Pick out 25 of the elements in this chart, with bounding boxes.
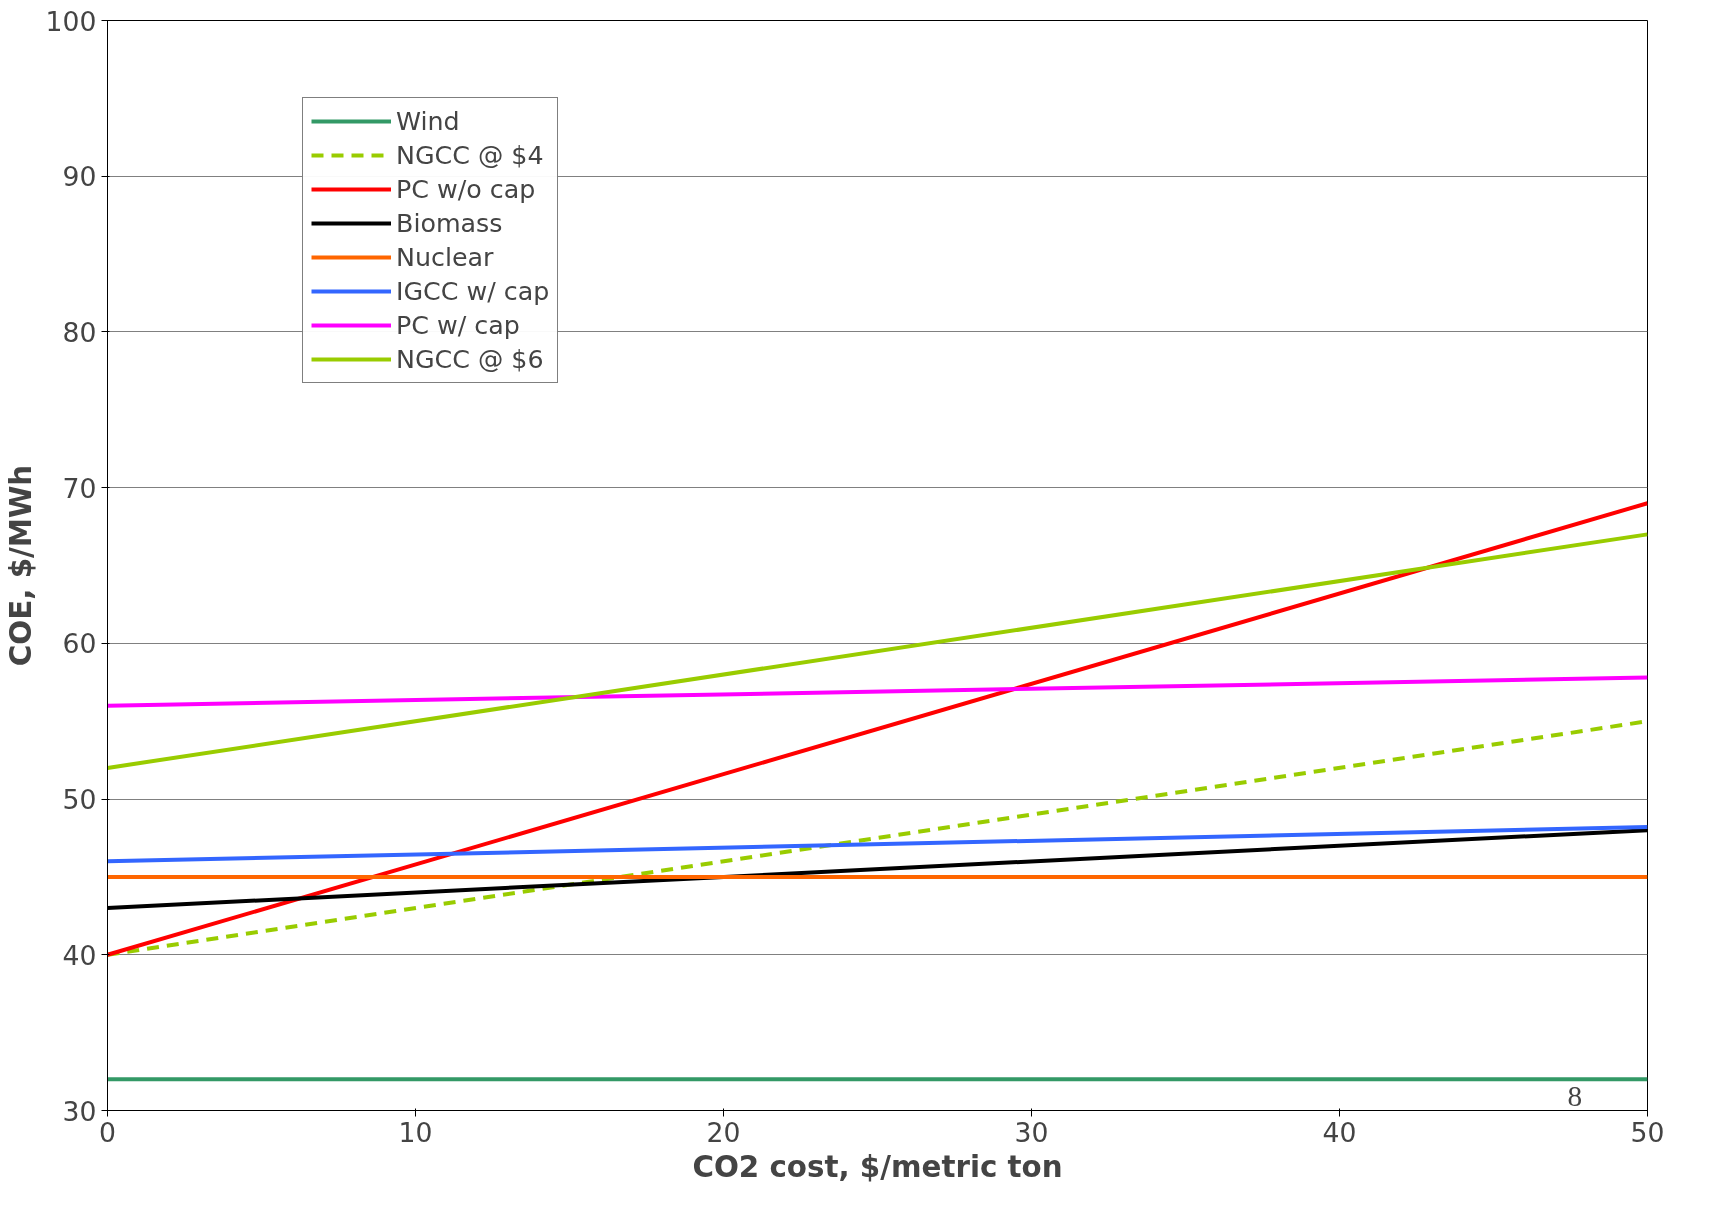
x-tick-label: 50: [1630, 1116, 1665, 1148]
x-axis-title: CO2 cost, $/metric ton: [692, 1149, 1063, 1184]
legend-label: PC w/o cap: [396, 174, 536, 204]
y-tick-label: 90: [62, 161, 97, 193]
annotation: 8: [1567, 1079, 1583, 1112]
legend-label: NGCC @ $6: [396, 344, 544, 374]
legend-label: IGCC w/ cap: [396, 276, 550, 306]
legend-label: Biomass: [396, 208, 503, 238]
x-tick-label: 10: [398, 1116, 433, 1148]
x-tick-label: 30: [1014, 1116, 1049, 1148]
y-tick-label: 50: [62, 784, 97, 816]
y-tick-label: 100: [45, 5, 97, 37]
x-tick-label: 40: [1322, 1116, 1357, 1148]
legend-label: NGCC @ $4: [396, 140, 544, 170]
y-tick-label: 40: [62, 939, 97, 971]
x-tick-label: 20: [706, 1116, 741, 1148]
legend-label: Wind: [396, 106, 460, 136]
y-axis-title: COE, $/MWh: [3, 464, 38, 667]
y-tick-label: 60: [62, 628, 97, 660]
y-tick-label: 30: [62, 1095, 97, 1127]
legend-label: PC w/ cap: [396, 310, 520, 340]
legend-label: Nuclear: [396, 242, 494, 272]
y-tick-label: 70: [62, 472, 97, 504]
y-tick-label: 80: [62, 316, 97, 348]
x-tick-label: 0: [99, 1116, 116, 1148]
